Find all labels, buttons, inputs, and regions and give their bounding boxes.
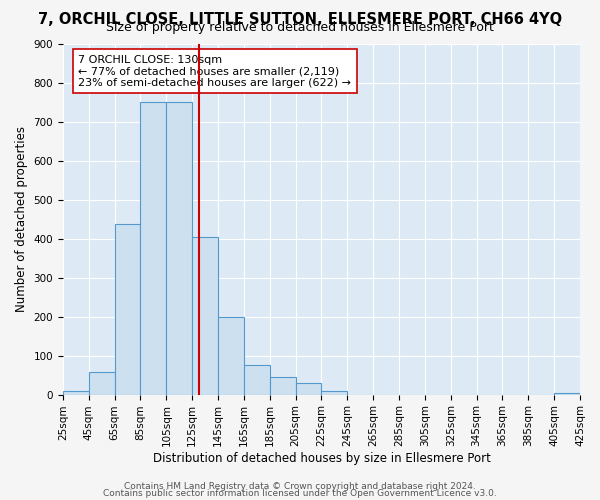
Text: Contains public sector information licensed under the Open Government Licence v3: Contains public sector information licen…	[103, 489, 497, 498]
Bar	[554, 392, 580, 394]
X-axis label: Distribution of detached houses by size in Ellesmere Port: Distribution of detached houses by size …	[152, 452, 490, 465]
Bar	[244, 366, 270, 394]
Bar	[270, 377, 296, 394]
Bar	[140, 102, 166, 395]
Bar	[115, 224, 140, 394]
Bar	[296, 383, 322, 394]
Text: 7 ORCHIL CLOSE: 130sqm
← 77% of detached houses are smaller (2,119)
23% of semi-: 7 ORCHIL CLOSE: 130sqm ← 77% of detached…	[79, 54, 352, 88]
Bar	[192, 237, 218, 394]
Y-axis label: Number of detached properties: Number of detached properties	[15, 126, 28, 312]
Text: 7, ORCHIL CLOSE, LITTLE SUTTON, ELLESMERE PORT, CH66 4YQ: 7, ORCHIL CLOSE, LITTLE SUTTON, ELLESMER…	[38, 12, 562, 26]
Bar	[166, 102, 192, 395]
Text: Size of property relative to detached houses in Ellesmere Port: Size of property relative to detached ho…	[106, 22, 494, 35]
Bar	[322, 390, 347, 394]
Bar	[218, 316, 244, 394]
Bar	[63, 390, 89, 394]
Bar	[89, 372, 115, 394]
Text: Contains HM Land Registry data © Crown copyright and database right 2024.: Contains HM Land Registry data © Crown c…	[124, 482, 476, 491]
